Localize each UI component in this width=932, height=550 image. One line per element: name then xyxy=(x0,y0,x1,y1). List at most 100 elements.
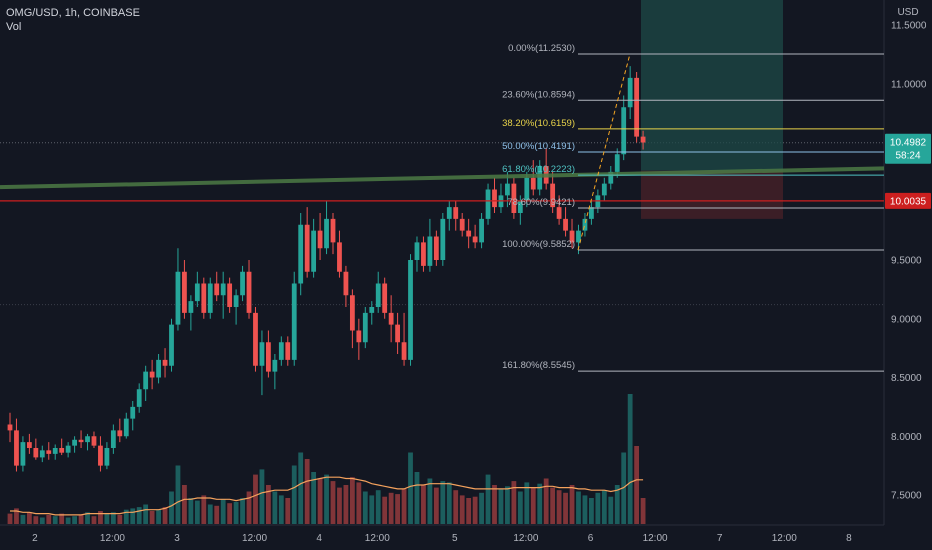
volume-bar xyxy=(117,514,123,524)
price-tags: 10.4982 58:24 10.0035 xyxy=(885,133,931,209)
volume-bar xyxy=(453,490,459,524)
candle-body xyxy=(98,445,103,466)
symbol-line[interactable]: OMG/USD, 1h, COINBASE xyxy=(6,6,140,20)
candle-body xyxy=(317,230,323,249)
candle-body xyxy=(550,183,556,208)
candle-body xyxy=(466,230,472,237)
volume-bar xyxy=(227,503,233,524)
candle-body xyxy=(362,312,368,343)
volume-bar xyxy=(14,508,19,524)
fib-level-label: 61.80%(10.2223) xyxy=(502,164,575,175)
time-tick-label: 12:00 xyxy=(242,533,267,544)
time-tick-label: 2 xyxy=(32,533,38,544)
volume-bar xyxy=(304,459,310,524)
candle-body xyxy=(233,295,239,307)
candle-body xyxy=(136,389,142,407)
candle-body xyxy=(369,307,375,313)
candle-body xyxy=(253,312,258,366)
volume-bar xyxy=(149,511,155,524)
volume-bar xyxy=(537,483,543,524)
candle-body xyxy=(149,371,155,378)
timeframe: 1h xyxy=(64,7,77,19)
candle-body xyxy=(201,283,207,313)
volume-bar xyxy=(524,482,530,524)
fib-level-label: 161.80%(8.5545) xyxy=(502,360,575,371)
chart-legend: OMG/USD, 1h, COINBASE Vol xyxy=(6,6,140,34)
candle-body xyxy=(304,224,310,272)
volume-bar xyxy=(20,514,26,524)
candle-body xyxy=(408,260,413,360)
candle-body xyxy=(311,230,317,272)
drawing-overlays: 0.00%(11.2530) 23.60%(10.8594) 38.20%(10.6… xyxy=(0,43,885,372)
volume-bar xyxy=(123,509,129,524)
volume-bar xyxy=(505,486,510,524)
volume-bar xyxy=(614,485,620,524)
time-tick-label: 12:00 xyxy=(643,533,668,544)
support-price-tag xyxy=(885,192,931,209)
time-tick-label: 4 xyxy=(316,533,322,544)
candle-body xyxy=(414,242,420,260)
volume-bar xyxy=(576,491,581,524)
fib-level-label: 78.60%(9.9421) xyxy=(507,197,575,208)
candle-body xyxy=(472,236,478,243)
volume-bar xyxy=(98,511,103,524)
time-tick-label: 3 xyxy=(174,533,180,544)
volume-bar xyxy=(530,487,536,524)
volume-bar xyxy=(640,498,646,524)
volume-bar xyxy=(421,485,426,524)
candle-body xyxy=(65,445,71,453)
candle-body xyxy=(130,406,136,419)
volume-bar xyxy=(259,469,265,524)
volume-bar xyxy=(414,472,420,524)
volume-bar xyxy=(408,452,413,524)
volume-bar xyxy=(556,490,562,524)
volume-bar xyxy=(175,465,181,524)
volume-bar xyxy=(621,452,627,524)
currency-label: USD xyxy=(897,7,918,18)
volume-bar xyxy=(634,446,640,524)
volume-bar xyxy=(78,514,84,524)
volume-bar xyxy=(136,507,142,524)
separator: , xyxy=(76,7,84,19)
candle-body xyxy=(356,330,362,343)
volume-bar xyxy=(511,481,517,524)
volume-bar xyxy=(485,474,491,524)
candle-body xyxy=(330,218,336,243)
candle-body xyxy=(343,271,349,296)
candle-body xyxy=(175,271,181,325)
candle-body xyxy=(14,430,19,466)
volume-bar xyxy=(349,477,355,524)
time-tick-label: 6 xyxy=(588,533,594,544)
volume-bar xyxy=(246,491,252,524)
candle-body xyxy=(453,207,459,219)
position-zones xyxy=(641,0,783,219)
support-price-value: 10.0035 xyxy=(890,196,927,207)
time-tick-label: 8 xyxy=(846,533,852,544)
volume-bar xyxy=(85,512,90,524)
trend-line xyxy=(0,166,885,190)
time-tick-label: 12:00 xyxy=(772,533,797,544)
price-axis[interactable]: USD11.500011.000010.500010.00009.50009.0… xyxy=(891,7,928,502)
candle-body xyxy=(556,207,562,219)
candle-body xyxy=(479,218,484,243)
candle-body xyxy=(505,183,510,196)
candle-body xyxy=(614,154,620,172)
candle-body xyxy=(388,312,394,325)
candle-body xyxy=(375,283,381,307)
volume-pane xyxy=(7,394,646,524)
candle-body xyxy=(576,230,581,243)
time-tick-label: 5 xyxy=(452,533,458,544)
fib-level-label: 23.60%(10.8594) xyxy=(502,89,575,100)
volume-bar xyxy=(110,512,116,524)
exchange-name: COINBASE xyxy=(83,7,140,19)
candle-body xyxy=(427,236,433,266)
volume-bar xyxy=(285,498,291,524)
candle-body xyxy=(563,218,568,231)
volume-bar xyxy=(446,482,452,524)
candle-body xyxy=(207,283,213,313)
candle-body xyxy=(511,183,517,213)
volume-moving-average xyxy=(10,476,644,516)
volume-indicator-label[interactable]: Vol xyxy=(6,21,22,33)
time-axis[interactable]: 2 12:00 3 12:00 4 12:00 5 12:00 6 12:00 7 12:00 8 xyxy=(32,533,852,544)
